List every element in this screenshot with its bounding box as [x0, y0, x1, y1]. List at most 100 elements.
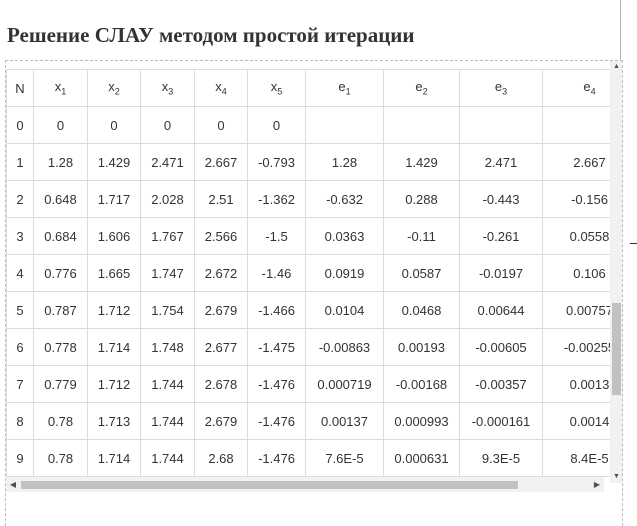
scroll-right-icon[interactable]: ▶ [593, 480, 601, 489]
row-index-cell: 4 [6, 254, 34, 292]
table-cell: 0.78 [33, 439, 88, 477]
table-cell: 0.779 [33, 365, 88, 403]
table-cell: 8.4E-5 [542, 439, 610, 477]
table-body: 0 0 0 0 0 0 1 1.28 1.429 2.471 2.667 -0.793 1.28 1.42… [6, 106, 610, 477]
page-title: Решение СЛАУ методом простой итерации [7, 23, 415, 47]
table-cell: 2.51 [194, 180, 248, 218]
table-cell: 1.744 [140, 439, 195, 477]
table-cell: 1.712 [87, 365, 141, 403]
header-x1: x1 [33, 69, 88, 107]
table-viewport: N x1 x2 x3 x4 x5 e1 e2 e3 e4 0 0 0 0 0 0 1 1.28… [6, 69, 610, 477]
table-cell: 0.0919 [305, 254, 384, 292]
table-cell: 1.28 [305, 143, 384, 181]
row-index-cell: 7 [6, 365, 34, 403]
table-cell: 0.00644 [459, 291, 543, 329]
table-cell: 1.714 [87, 439, 141, 477]
table-cell [305, 106, 384, 144]
table-cell: 9.3E-5 [459, 439, 543, 477]
header-e3: e3 [459, 69, 543, 107]
table-cell: 1.744 [140, 402, 195, 440]
table-cell: -0.00168 [383, 365, 460, 403]
header-x2: x2 [87, 69, 141, 107]
table-cell: 2.678 [194, 365, 248, 403]
table-cell: -1.476 [247, 439, 306, 477]
table-row: 4 0.776 1.665 1.747 2.672 -1.46 0.0919 0.0587 -0… [6, 254, 610, 292]
table-cell: 0.000993 [383, 402, 460, 440]
table-cell: -0.00863 [305, 328, 384, 366]
table-row: 7 0.779 1.712 1.744 2.678 -1.476 0.000719 -0.00… [6, 365, 610, 403]
table-cell: 0.106 [542, 254, 610, 292]
vertical-scroll-thumb[interactable] [612, 302, 621, 395]
table-row: 9 0.78 1.714 1.744 2.68 -1.476 7.6E-5 0.000631 9… [6, 439, 610, 477]
table-cell [383, 106, 460, 144]
table-cell: 2.566 [194, 217, 248, 255]
table-cell: 2.677 [194, 328, 248, 366]
scroll-left-icon[interactable]: ◀ [9, 480, 17, 489]
table-cell [542, 106, 610, 144]
table-cell [459, 106, 543, 144]
table-cell: 2.68 [194, 439, 248, 477]
header-n: N [6, 69, 34, 107]
table-cell: -0.793 [247, 143, 306, 181]
table-cell: 0.0104 [305, 291, 384, 329]
table-cell: -0.632 [305, 180, 384, 218]
horizontal-scroll-thumb[interactable] [21, 481, 518, 489]
table-cell: 2.667 [194, 143, 248, 181]
table-cell: 1.665 [87, 254, 141, 292]
table-cell: -1.476 [247, 402, 306, 440]
table-cell: 1.754 [140, 291, 195, 329]
table-cell: 1.744 [140, 365, 195, 403]
table-row: 2 0.648 1.717 2.028 2.51 -1.362 -0.632 0.288 -0.… [6, 180, 610, 218]
table-cell: 0.78 [33, 402, 88, 440]
table-row: 1 1.28 1.429 2.471 2.667 -0.793 1.28 1.429 2.471… [6, 143, 610, 181]
table-cell: -1.475 [247, 328, 306, 366]
table-cell: -0.00357 [459, 365, 543, 403]
table-cell: 1.717 [87, 180, 141, 218]
table-cell: 2.679 [194, 291, 248, 329]
table-cell: 0.0558 [542, 217, 610, 255]
table-cell: 0.0363 [305, 217, 384, 255]
horizontal-scrollbar[interactable]: ◀ ▶ [6, 477, 604, 492]
table-cell: 2.028 [140, 180, 195, 218]
table-cell: 2.471 [140, 143, 195, 181]
table-cell: 1.713 [87, 402, 141, 440]
table-cell: -0.000161 [459, 402, 543, 440]
table-cell: 0.684 [33, 217, 88, 255]
table-cell: 2.672 [194, 254, 248, 292]
table-cell: 1.748 [140, 328, 195, 366]
table-cell: 1.747 [140, 254, 195, 292]
table-cell: 0.787 [33, 291, 88, 329]
row-index-cell: 6 [6, 328, 34, 366]
header-e1: e1 [305, 69, 384, 107]
scroll-down-icon[interactable]: ▼ [613, 473, 620, 480]
table-row: 3 0.684 1.606 1.767 2.566 -1.5 0.0363 -0.11 -0.2… [6, 217, 610, 255]
header-e2: e2 [383, 69, 460, 107]
vertical-scrollbar[interactable]: ▲ ▼ [610, 61, 622, 483]
row-index-cell: 2 [6, 180, 34, 218]
table-cell: -0.261 [459, 217, 543, 255]
table-cell: 0.0587 [383, 254, 460, 292]
row-index-cell: 8 [6, 402, 34, 440]
table-row: 5 0.787 1.712 1.754 2.679 -1.466 0.0104 0.0468 0… [6, 291, 610, 329]
row-index-cell: 0 [6, 106, 34, 144]
table-cell: -0.00605 [459, 328, 543, 366]
table-cell: 0.000631 [383, 439, 460, 477]
table-cell: 0.776 [33, 254, 88, 292]
table-cell: 1.767 [140, 217, 195, 255]
row-index-cell: 5 [6, 291, 34, 329]
header-x5: x5 [247, 69, 306, 107]
table-cell: -0.11 [383, 217, 460, 255]
table-cell: 2.667 [542, 143, 610, 181]
table-cell: 2.679 [194, 402, 248, 440]
row-index-cell: 1 [6, 143, 34, 181]
scroll-up-icon[interactable]: ▲ [613, 63, 620, 70]
table-header-row: N x1 x2 x3 x4 x5 e1 e2 e3 e4 [6, 69, 610, 107]
table-cell: 1.606 [87, 217, 141, 255]
header-x3: x3 [140, 69, 195, 107]
table-cell: 0.0014 [542, 402, 610, 440]
table-cell: -1.476 [247, 365, 306, 403]
results-panel: N x1 x2 x3 x4 x5 e1 e2 e3 e4 0 0 0 0 0 0 1 1.28… [5, 60, 623, 526]
side-mark [630, 243, 637, 244]
table-cell: 1.28 [33, 143, 88, 181]
